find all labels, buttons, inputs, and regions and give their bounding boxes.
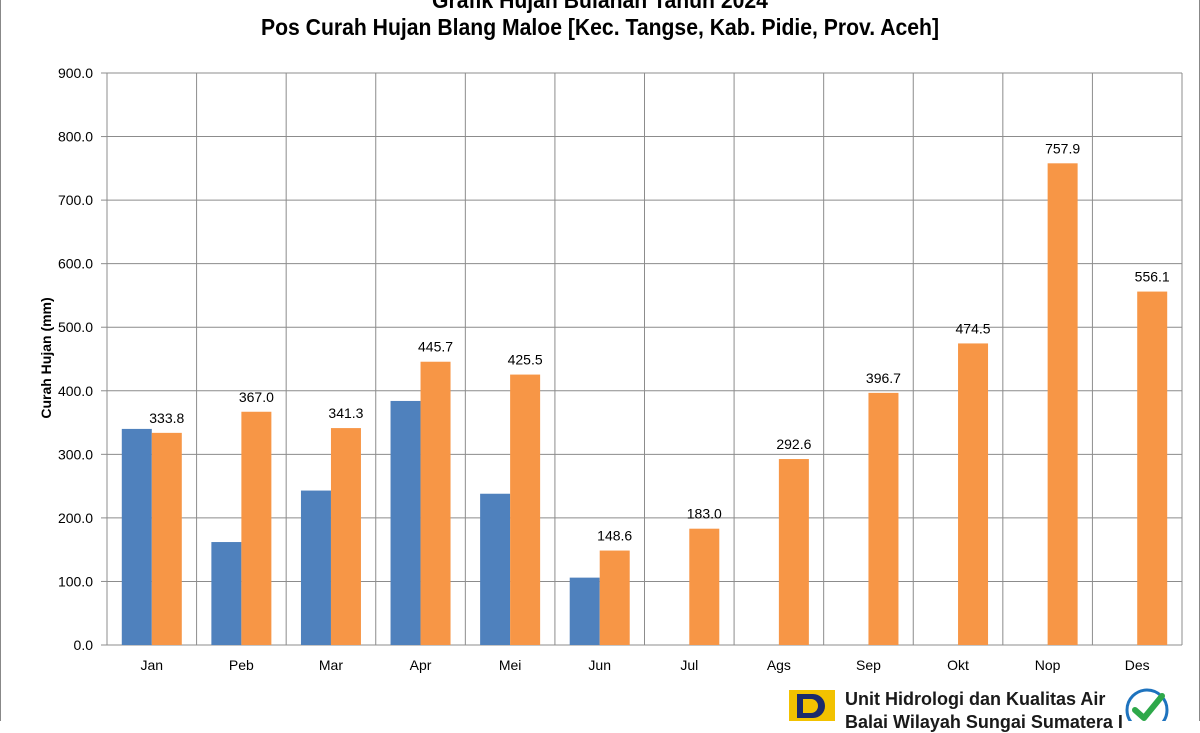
bar-nop-series-2 <box>1047 163 1078 645</box>
bar-jul-series-2 <box>689 528 720 645</box>
bar-jun-series-2 <box>599 550 630 645</box>
y-tick-label: 500.0 <box>58 319 93 335</box>
data-label-jan: 333.8 <box>149 410 184 426</box>
org-name-line1: Unit Hidrologi dan Kualitas Air <box>845 689 1106 709</box>
org-name-line2: Balai Wilayah Sungai Sumatera I <box>845 712 1123 732</box>
bar-ags-series-2 <box>778 459 809 645</box>
bar-mar-series-2 <box>330 428 361 645</box>
x-tick-label-mar: Mar <box>319 657 343 673</box>
bar-apr-series-2 <box>420 361 451 645</box>
x-axis-ticks: Jan Peb Mar Apr Mei Jun Jul Ags Sep Okt Nop Des <box>141 657 1150 673</box>
bar-peb-series-1 <box>211 542 242 645</box>
bar-jan-series-1 <box>121 428 152 645</box>
iso-certification-icon <box>1125 688 1169 721</box>
bar-jun-series-1 <box>569 577 600 645</box>
chart-title: Grafik Hujan Bulanan Tahun 2024 <box>432 0 768 13</box>
data-label-peb: 367.0 <box>239 389 274 405</box>
bar-sep-series-2 <box>868 392 899 645</box>
data-label-des: 556.1 <box>1135 269 1170 285</box>
x-tick-label-apr: Apr <box>410 657 432 673</box>
x-tick-label-ags: Ags <box>767 657 791 673</box>
bars <box>121 163 1168 645</box>
x-tick-label-mei: Mei <box>499 657 522 673</box>
data-label-jul: 183.0 <box>687 506 722 522</box>
bar-mei-series-2 <box>510 374 541 645</box>
data-label-sep: 396.7 <box>866 370 901 386</box>
y-tick-label: 700.0 <box>58 192 93 208</box>
bar-peb-series-2 <box>241 411 272 645</box>
x-tick-label-peb: Peb <box>229 657 254 673</box>
x-tick-label-jan: Jan <box>141 657 164 673</box>
bar-mei-series-1 <box>480 493 511 645</box>
x-tick-label-jun: Jun <box>588 657 611 673</box>
data-label-mei: 425.5 <box>508 352 543 368</box>
data-labels: 333.8 367.0 341.3 445.7 425.5 148.6 183.0 292.6… <box>149 140 1170 543</box>
pu-logo <box>789 690 835 721</box>
y-tick-label: 800.0 <box>58 129 93 145</box>
y-tick-label: 400.0 <box>58 383 93 399</box>
x-tick-label-jul: Jul <box>680 657 698 673</box>
data-label-ags: 292.6 <box>776 436 811 452</box>
chart-subtitle: Pos Curah Hujan Blang Maloe [Kec. Tangse… <box>260 14 940 40</box>
bar-jan-series-2 <box>151 432 182 645</box>
bar-apr-series-1 <box>390 400 421 645</box>
y-tick-label: 900.0 <box>58 65 93 81</box>
data-label-nop: 757.9 <box>1045 140 1080 156</box>
y-axis-label: Curah Hujan (mm) <box>38 297 54 418</box>
y-tick-label: 100.0 <box>58 573 93 589</box>
data-label-apr: 445.7 <box>418 339 453 355</box>
x-tick-label-nop: Nop <box>1035 657 1061 673</box>
y-tick-label: 600.0 <box>58 256 93 272</box>
bar-des-series-2 <box>1137 291 1168 645</box>
y-axis-ticks: 0.0 100.0 200.0 300.0 400.0 500.0 600.0 700.0 80… <box>58 65 107 653</box>
data-label-okt: 474.5 <box>956 320 991 336</box>
x-tick-label-sep: Sep <box>856 657 881 673</box>
data-label-mar: 341.3 <box>328 405 363 421</box>
x-tick-label-okt: Okt <box>947 657 969 673</box>
bar-mar-series-1 <box>300 490 331 645</box>
y-tick-label: 200.0 <box>58 510 93 526</box>
y-tick-label: 0.0 <box>74 637 94 653</box>
y-tick-label: 300.0 <box>58 446 93 462</box>
grid-lines <box>106 72 1183 646</box>
x-tick-label-des: Des <box>1125 657 1150 673</box>
data-label-jun: 148.6 <box>597 528 632 544</box>
bar-okt-series-2 <box>958 343 989 645</box>
